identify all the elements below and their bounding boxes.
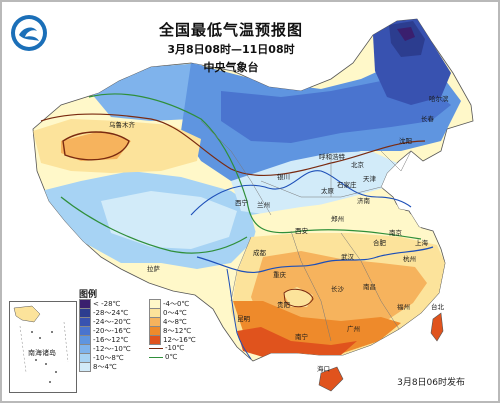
legend-label: 12～16℃ <box>163 336 196 344</box>
isotherm-tarim <box>62 131 130 161</box>
legend-label: 0～4℃ <box>163 309 187 317</box>
legend-label: < -28℃ <box>93 300 121 308</box>
legend-item: 12～16℃ <box>149 335 196 345</box>
city-label: 石家庄 <box>337 181 357 189</box>
city-label: 西宁 <box>235 199 248 207</box>
city-label: 沈阳 <box>399 137 412 145</box>
inset-label: 南海诸岛 <box>28 349 56 357</box>
city-label: 广州 <box>347 325 360 333</box>
band-xinjiang-north <box>91 63 211 121</box>
city-label: 太原 <box>321 187 334 195</box>
band-sichuan <box>283 287 313 307</box>
legend-item: -20～-16℃ <box>79 326 131 336</box>
legend-item: 8～12℃ <box>149 326 192 336</box>
legend-item: -12～-10℃ <box>79 344 131 354</box>
legend-label: 0℃ <box>165 353 178 361</box>
band-mohe <box>397 27 415 41</box>
city-label: 哈尔滨 <box>429 95 449 103</box>
legend-color-swatch <box>79 362 91 372</box>
legend-item: 0℃ <box>149 353 177 362</box>
city-label: 济南 <box>357 197 370 205</box>
legend-color-swatch <box>149 335 161 345</box>
legend-label: -20～-16℃ <box>93 327 131 335</box>
city-label: 拉萨 <box>147 265 160 273</box>
city-label: 贵阳 <box>277 301 290 309</box>
legend-item: -4～0℃ <box>149 299 190 309</box>
city-label: 昆明 <box>237 315 250 323</box>
city-label: 长春 <box>421 115 434 123</box>
hainan-island <box>318 366 344 392</box>
city-label: 福州 <box>397 303 410 311</box>
city-label: 重庆 <box>273 271 286 279</box>
legend-title: 图例 <box>79 290 98 300</box>
south-china-sea-inset: 南海诸岛 <box>9 301 77 393</box>
legend: 图例 < -28℃ -28～24℃ -24～-20℃ -20～-16℃ -16～12℃ -… <box>79 287 249 387</box>
city-label: 南宁 <box>295 333 308 341</box>
yangtze-river <box>196 246 434 273</box>
taiwan-island <box>430 312 444 342</box>
legend-label: -24～-20℃ <box>93 318 131 326</box>
city-label: 南京 <box>389 229 402 237</box>
legend-label: -16～12℃ <box>93 336 129 344</box>
legend-item: 8～4℃ <box>79 362 117 372</box>
legend-label: 8～12℃ <box>163 327 192 335</box>
issuing-agency: 中央气象台 <box>203 61 259 74</box>
city-label: 南昌 <box>363 283 376 291</box>
city-label: 海口 <box>317 365 330 373</box>
legend-label: 8～4℃ <box>93 363 117 371</box>
legend-label: -28～24℃ <box>93 309 129 317</box>
city-label: 合肥 <box>373 239 386 247</box>
band-plateau-core <box>101 191 237 249</box>
isotherm-zero <box>88 93 422 240</box>
city-label: 杭州 <box>403 255 416 263</box>
band-south-12to16 <box>237 327 357 357</box>
city-label: 长沙 <box>331 285 344 293</box>
legend-item: -10℃ <box>149 344 184 353</box>
legend-line-swatch <box>149 347 163 349</box>
isotherm-minus10 <box>40 113 426 177</box>
city-label: 呼和浩特 <box>319 153 345 161</box>
band-central-mild <box>251 201 421 237</box>
city-label: 银川 <box>277 173 290 181</box>
city-label: 乌鲁木齐 <box>109 121 135 129</box>
legend-item: -28～24℃ <box>79 308 129 318</box>
issued-time: 3月8日06时发布 <box>397 378 465 388</box>
city-label: 郑州 <box>331 215 344 223</box>
city-label: 西安 <box>295 227 308 235</box>
city-label: 上海 <box>415 239 428 247</box>
band-tarim-core <box>61 131 131 161</box>
legend-item: -10～8℃ <box>79 353 124 363</box>
cma-logo-icon <box>9 13 49 53</box>
city-label: 兰州 <box>257 201 270 209</box>
band-central-cool <box>231 151 397 215</box>
isotherm-sichuan <box>283 288 314 308</box>
yellow-river <box>190 170 412 216</box>
inset-map <box>13 305 69 383</box>
legend-label: 4～8℃ <box>163 318 187 326</box>
legend-label: -10～8℃ <box>93 354 124 362</box>
isotherm-zero-west <box>60 196 248 254</box>
legend-label: -4～0℃ <box>163 300 190 308</box>
river-southwest <box>226 268 252 360</box>
city-label: 台北 <box>431 303 444 311</box>
city-label: 成都 <box>253 249 266 257</box>
temperature-bands <box>33 19 461 357</box>
legend-item: -24～-20℃ <box>79 317 131 327</box>
legend-item: -16～12℃ <box>79 335 129 345</box>
province-boundaries <box>200 120 412 342</box>
legend-item: 4～8℃ <box>149 317 187 327</box>
legend-label: -12～-10℃ <box>93 345 131 353</box>
forecast-period: 3月8日08时—11日08时 <box>167 43 295 56</box>
legend-item: 0～4℃ <box>149 308 187 318</box>
city-label: 武汉 <box>341 253 354 261</box>
legend-line-swatch <box>149 356 163 358</box>
city-label: 天津 <box>363 175 376 183</box>
legend-item: < -28℃ <box>79 299 121 309</box>
map-title: 全国最低气温预报图 <box>158 21 303 39</box>
legend-label: -10℃ <box>165 344 185 352</box>
city-label: 北京 <box>351 161 364 169</box>
